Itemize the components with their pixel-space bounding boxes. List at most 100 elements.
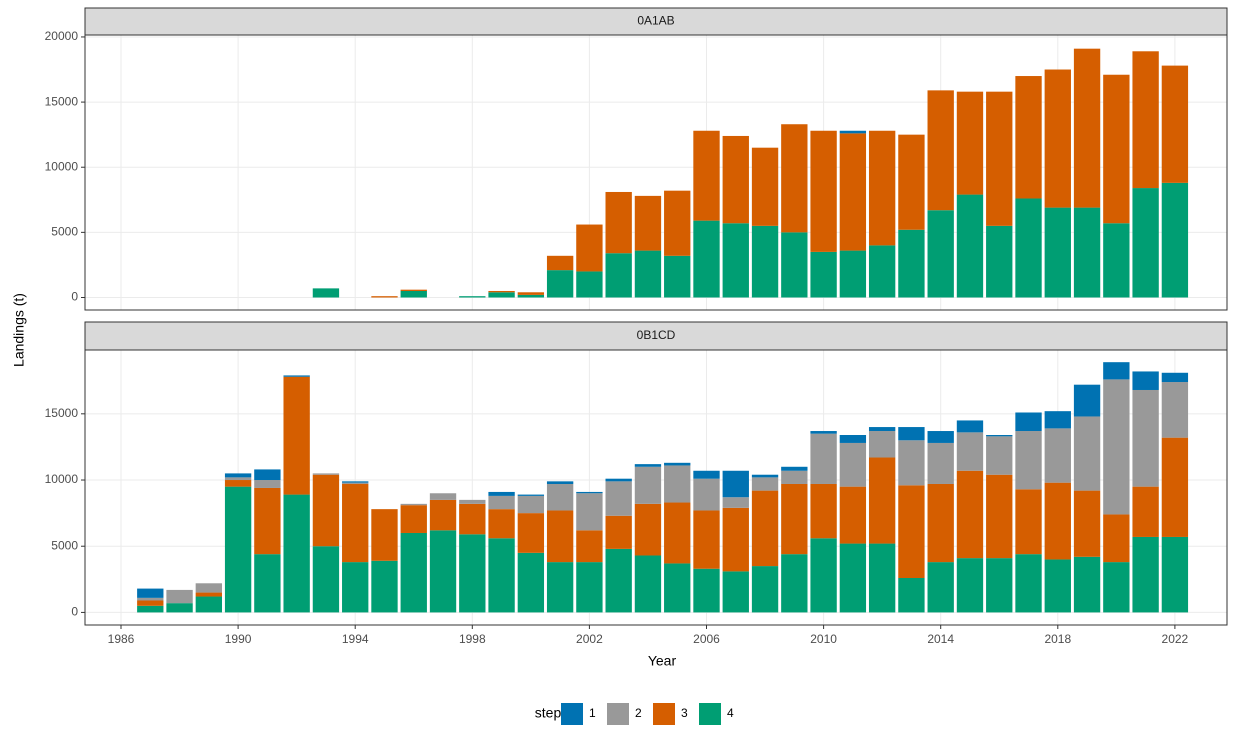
bar — [137, 588, 164, 598]
y-tick-label: 20000 — [45, 29, 79, 43]
bar — [137, 600, 164, 606]
bar — [1132, 536, 1159, 613]
bar — [371, 509, 398, 561]
x-axis-label: Year — [648, 653, 677, 669]
bar — [488, 292, 515, 298]
bar — [488, 495, 515, 510]
bar — [1103, 379, 1130, 515]
x-tick-label: 1998 — [459, 632, 486, 646]
bar — [342, 483, 369, 563]
bar — [166, 603, 193, 613]
bar — [868, 427, 896, 432]
bar — [693, 130, 720, 221]
bar — [634, 250, 662, 298]
bar — [693, 470, 720, 479]
bar — [254, 554, 281, 613]
bar — [400, 290, 427, 298]
legend-key — [607, 703, 629, 725]
bar — [781, 232, 808, 298]
bar — [781, 124, 808, 233]
bar — [459, 296, 486, 298]
y-tick-label: 15000 — [45, 406, 79, 420]
bar — [371, 560, 398, 613]
bar — [1132, 389, 1159, 487]
bar — [722, 135, 749, 224]
bar — [1015, 198, 1042, 298]
bar — [751, 474, 779, 478]
bar — [400, 505, 427, 533]
bar — [517, 552, 545, 613]
bar — [839, 250, 867, 298]
y-tick-label: 0 — [71, 290, 78, 304]
bar — [1015, 554, 1042, 613]
bar — [1073, 48, 1101, 208]
bar — [1132, 188, 1159, 298]
bar — [898, 577, 925, 613]
bar — [898, 134, 925, 230]
bar — [459, 499, 486, 504]
bar — [517, 494, 545, 496]
bar — [1044, 69, 1071, 208]
bar — [722, 571, 749, 613]
legend-title: step — [535, 705, 562, 721]
bar — [605, 253, 632, 298]
bar — [1103, 562, 1130, 613]
bar — [1161, 372, 1189, 383]
bar — [751, 477, 779, 491]
bar — [576, 491, 603, 494]
legend-label: 4 — [727, 706, 734, 720]
bar — [1073, 384, 1101, 417]
x-tick-label: 2010 — [810, 632, 837, 646]
bar — [546, 255, 574, 271]
bar — [1044, 411, 1071, 429]
bar — [693, 510, 720, 569]
bar — [1132, 51, 1159, 189]
legend-key — [561, 703, 583, 725]
bar — [1161, 437, 1189, 537]
bar — [722, 223, 749, 298]
legend-label: 2 — [635, 706, 642, 720]
bar — [839, 133, 867, 251]
bar — [751, 147, 779, 226]
panel-border — [84, 34, 1228, 311]
bar — [956, 194, 984, 298]
bar — [224, 473, 252, 478]
bar — [781, 466, 808, 471]
bar — [781, 470, 808, 484]
strip — [84, 321, 1228, 351]
bar — [722, 497, 749, 508]
bar — [546, 270, 574, 298]
bar — [839, 486, 867, 544]
bar — [312, 473, 340, 475]
bar — [751, 225, 779, 298]
bar — [605, 478, 632, 482]
bar — [195, 583, 223, 593]
bar — [956, 558, 984, 613]
bar — [1103, 74, 1130, 224]
bar — [517, 294, 545, 298]
bar — [898, 485, 925, 578]
bar — [839, 442, 867, 487]
bar — [839, 435, 867, 443]
bar — [576, 271, 603, 298]
bar — [898, 440, 925, 486]
bar — [634, 503, 662, 556]
strip — [84, 7, 1228, 36]
bar — [693, 220, 720, 298]
x-tick-label: 1994 — [342, 632, 369, 646]
bar — [254, 487, 281, 555]
legend-key — [653, 703, 675, 725]
bar — [634, 555, 662, 613]
bar — [664, 502, 691, 564]
bar — [283, 375, 310, 377]
bar — [927, 431, 954, 443]
bar — [605, 481, 632, 516]
bar — [810, 538, 837, 613]
bar — [312, 474, 340, 547]
bar — [810, 251, 837, 298]
bar — [576, 530, 603, 563]
bar — [400, 289, 427, 291]
bar — [488, 290, 515, 293]
bar — [1015, 76, 1042, 199]
